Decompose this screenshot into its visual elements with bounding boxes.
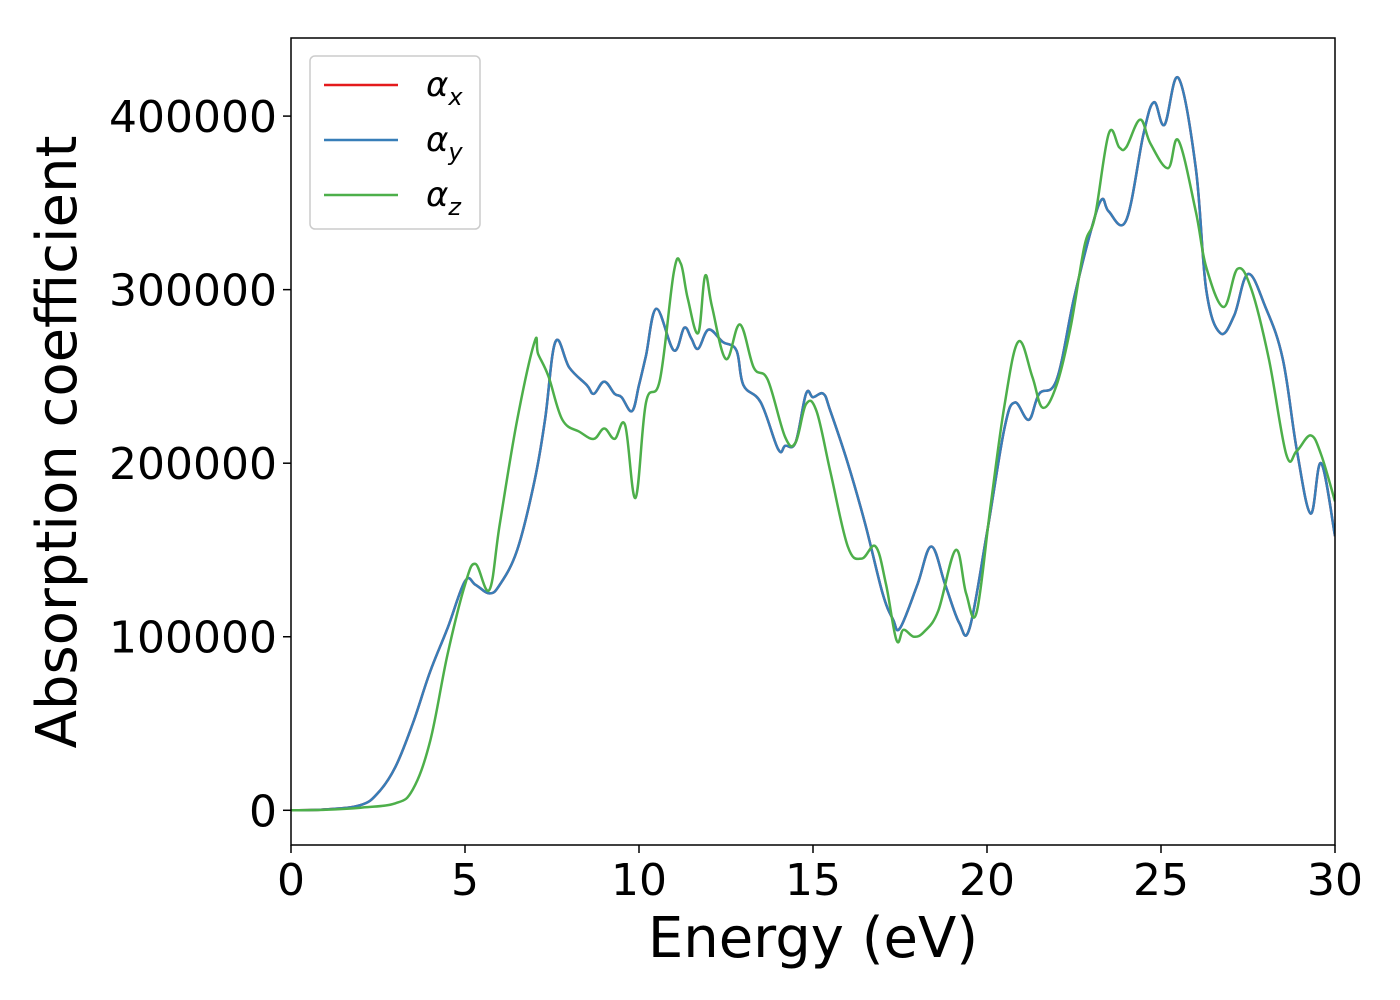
x-tick-label: 0 [277, 855, 305, 906]
legend: αx αy αz [309, 55, 481, 230]
legend-box [309, 55, 481, 230]
y-tick-label: 100000 [109, 613, 277, 664]
series-line-y [291, 76, 1335, 812]
y-tick-label: 300000 [109, 266, 277, 317]
legend-label-z: αz [426, 175, 462, 221]
x-tick-label: 20 [959, 855, 1015, 906]
legend-label-x: αx [426, 65, 463, 111]
x-axis-label: Energy (eV) [648, 906, 978, 971]
y-axis-ticks: 0 100000 200000 300000 400000 [109, 92, 291, 837]
legend-label-y: αy [426, 120, 463, 166]
x-tick-label: 25 [1133, 855, 1189, 906]
series-line-z [291, 118, 1335, 812]
y-tick-label: 0 [249, 786, 277, 837]
x-tick-label: 10 [611, 855, 667, 906]
x-tick-label: 30 [1307, 855, 1363, 906]
x-tick-label: 15 [785, 855, 841, 906]
x-tick-label: 5 [451, 855, 479, 906]
series-group [291, 76, 1335, 812]
x-axis-ticks: 0 5 10 15 20 25 30 [277, 845, 1363, 906]
y-tick-label: 200000 [109, 439, 277, 490]
y-tick-label: 400000 [109, 92, 277, 143]
y-axis-label: Absorption coefficient [25, 136, 90, 749]
